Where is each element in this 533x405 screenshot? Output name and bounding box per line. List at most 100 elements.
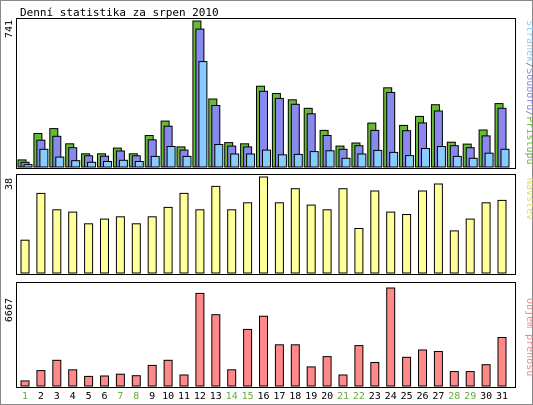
bar-visits-day-10 — [163, 206, 173, 274]
bar-stránek-day-9 — [150, 155, 160, 168]
bar-bandwidth-day-21 — [338, 374, 348, 387]
bar-stránek-day-6 — [103, 161, 112, 168]
hits-legend: Stránek/Souborů/Přístupů — [524, 20, 533, 165]
bar-stránek-day-12 — [198, 61, 208, 168]
bar-stránek-day-5 — [87, 161, 97, 168]
x-label-day-7: 7 — [117, 391, 123, 402]
legend-pages: Stránek — [524, 20, 533, 62]
bar-visits-day-15 — [243, 202, 253, 274]
x-label-day-24: 24 — [385, 391, 397, 402]
bar-bandwidth-day-8 — [131, 375, 141, 387]
bar-visits-day-26 — [418, 190, 427, 274]
bandwidth-max-label: 6667 — [4, 298, 15, 322]
bar-visits-day-9 — [147, 216, 157, 274]
bar-stránek-day-28 — [452, 155, 462, 168]
x-label-day-22: 22 — [353, 391, 365, 402]
bar-stránek-day-18 — [293, 153, 303, 168]
bar-visits-day-28 — [449, 230, 459, 274]
bar-stránek-day-26 — [421, 148, 430, 168]
x-label-day-10: 10 — [162, 391, 174, 402]
legend-files: Souborů — [524, 68, 533, 110]
x-label-day-14: 14 — [226, 391, 238, 402]
x-label-day-2: 2 — [38, 391, 44, 402]
bar-stránek-day-13 — [214, 144, 224, 168]
x-label-day-20: 20 — [321, 391, 333, 402]
bar-bandwidth-day-27 — [433, 351, 443, 387]
bar-bandwidth-day-29 — [465, 371, 475, 387]
bar-bandwidth-day-24 — [386, 287, 396, 387]
x-label-day-1: 1 — [22, 391, 28, 402]
bar-visits-day-8 — [131, 223, 141, 274]
x-label-day-5: 5 — [86, 391, 92, 402]
bar-stránek-day-29 — [468, 157, 478, 168]
chart-title: Denní statistika za srpen 2010 — [20, 6, 219, 19]
bar-stránek-day-23 — [373, 149, 383, 168]
bar-visits-day-31 — [497, 199, 507, 274]
x-label-day-3: 3 — [54, 391, 60, 402]
bar-stránek-day-24 — [389, 151, 399, 168]
x-label-day-6: 6 — [101, 391, 107, 402]
bar-bandwidth-day-25 — [402, 356, 412, 387]
bar-visits-day-18 — [290, 188, 300, 274]
bar-bandwidth-day-18 — [290, 344, 300, 387]
x-label-day-13: 13 — [210, 391, 222, 402]
bar-visits-day-25 — [402, 214, 412, 274]
bar-bandwidth-day-9 — [147, 364, 157, 387]
x-label-day-8: 8 — [133, 391, 139, 402]
bar-bandwidth-day-30 — [481, 364, 491, 387]
x-axis-labels: 1 2 3 4 5 6 7 8 9 10 11 12 13 14 15 16 17 18 19 20 21 22 23 24 2… — [22, 391, 508, 402]
bar-visits-day-11 — [179, 192, 189, 274]
bar-visits-day-6 — [100, 218, 109, 274]
x-label-day-23: 23 — [369, 391, 381, 402]
bar-visits-day-13 — [211, 185, 221, 274]
x-label-day-27: 27 — [432, 391, 444, 402]
bar-bandwidth-day-15 — [243, 328, 253, 387]
bar-visits-day-19 — [306, 204, 316, 274]
bar-stránek-day-10 — [166, 146, 176, 168]
bar-visits-day-2 — [36, 192, 46, 274]
visits-max-label: 38 — [4, 178, 15, 190]
bar-bandwidth-day-28 — [449, 371, 459, 387]
x-label-day-26: 26 — [416, 391, 428, 402]
bar-stránek-day-4 — [71, 160, 81, 168]
bar-stránek-day-19 — [309, 151, 319, 168]
bar-visits-day-30 — [481, 202, 491, 274]
bar-stránek-day-3 — [55, 156, 65, 168]
bar-bandwidth-day-16 — [259, 315, 268, 387]
bar-bandwidth-day-2 — [36, 370, 46, 387]
bar-bandwidth-day-19 — [306, 366, 316, 387]
bar-stránek-day-2 — [39, 148, 49, 168]
bar-stránek-day-8 — [134, 161, 144, 168]
bar-stránek-day-22 — [357, 153, 367, 168]
bar-bandwidth-day-26 — [418, 349, 427, 387]
bar-bandwidth-day-3 — [52, 359, 62, 387]
bar-stránek-day-11 — [182, 155, 192, 168]
x-label-day-19: 19 — [305, 391, 317, 402]
visits-legend: Návštěv — [524, 178, 533, 220]
bar-visits-day-23 — [370, 190, 380, 274]
bar-visits-day-1 — [20, 239, 30, 274]
x-label-day-4: 4 — [70, 391, 76, 402]
bar-bandwidth-day-17 — [274, 344, 284, 387]
bar-bandwidth-day-6 — [100, 375, 109, 387]
bar-stránek-day-30 — [484, 152, 494, 168]
bar-visits-day-21 — [338, 188, 348, 274]
bar-stránek-day-7 — [118, 159, 128, 168]
bar-stránek-day-17 — [277, 154, 287, 168]
hits-bars — [17, 20, 510, 168]
bar-bandwidth-day-12 — [195, 292, 205, 387]
bar-stránek-day-15 — [246, 153, 256, 168]
bar-visits-day-22 — [354, 228, 364, 274]
bar-bandwidth-day-31 — [497, 337, 507, 387]
x-label-day-30: 30 — [480, 391, 492, 402]
bar-stránek-day-14 — [230, 153, 240, 168]
x-label-day-28: 28 — [448, 391, 460, 402]
bandwidth-legend: Objem přenosu — [524, 298, 533, 376]
bar-stránek-day-31 — [500, 148, 510, 168]
bar-bandwidth-day-23 — [370, 362, 380, 387]
x-label-day-9: 9 — [149, 391, 155, 402]
bar-visits-day-7 — [115, 216, 125, 274]
x-label-day-15: 15 — [242, 391, 254, 402]
